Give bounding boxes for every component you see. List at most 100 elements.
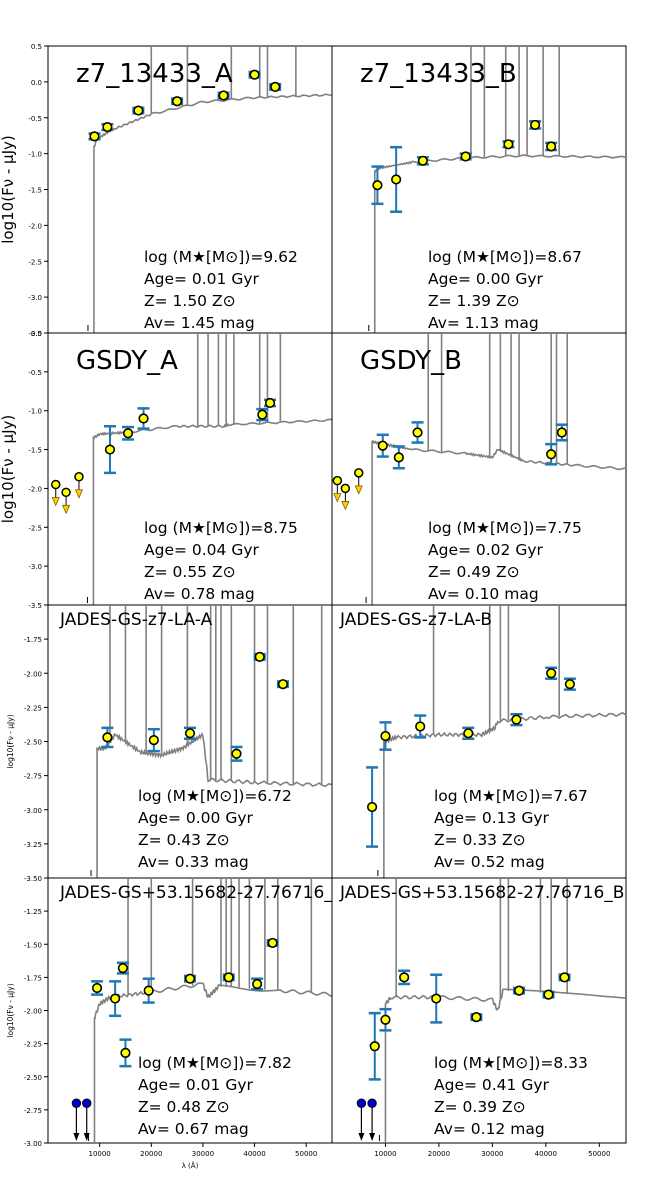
photometry-point	[471, 1012, 482, 1023]
photometry-point	[503, 139, 514, 150]
upper-limit-point	[353, 468, 364, 478]
y-tick-label: -1.75	[24, 636, 42, 644]
stat-line: Age= 0.13 Gyr	[434, 809, 550, 827]
photometry-point	[372, 180, 383, 191]
blue-marker	[356, 1098, 367, 1108]
stat-line: Age= 0.04 Gyr	[144, 541, 260, 559]
y-tick-label: -2.00	[24, 1008, 42, 1016]
stat-line: Z= 1.50 Z⊙	[144, 292, 236, 310]
x-tick-label: 40000	[243, 1150, 265, 1158]
x-tick-label: 10000	[374, 1150, 396, 1158]
stat-line: Av= 1.13 mag	[428, 314, 539, 332]
photometry-point	[366, 801, 378, 813]
photometry-point	[254, 651, 265, 662]
model-spectrum	[383, 711, 627, 878]
photometry-point	[380, 1014, 391, 1025]
photometry-point	[431, 993, 442, 1004]
photometry-point	[369, 1041, 380, 1052]
photometry-point	[391, 174, 402, 185]
photometry-point	[122, 428, 134, 439]
y-tick-label: -2.75	[24, 1107, 42, 1115]
blue-marker	[82, 1098, 92, 1108]
photometry-point	[231, 748, 242, 759]
photometry-point	[102, 121, 113, 133]
blue-arrow	[369, 1133, 376, 1141]
y-axis-label: log10(Fν - μJy)	[0, 415, 17, 523]
panel-JADES-GS-z7-LA-A: JADES-GS-z7-LA-A log (M★[M⊙])=6.72 Age= 0.…	[47, 604, 333, 879]
upper-limit-point	[50, 479, 61, 490]
panel-frame	[47, 45, 333, 334]
y-tick-label: -3.25	[24, 841, 42, 849]
panel-frame	[331, 332, 627, 606]
stat-line: Age= 0.00 Gyr	[138, 809, 254, 827]
y-axis-label: log10(Fν - μJy)	[6, 983, 15, 1037]
stat-line: Z= 0.33 Z⊙	[434, 831, 526, 849]
panel-title: GSDY_B	[360, 346, 462, 376]
photometry-point	[546, 449, 557, 460]
y-tick-label: -3.0	[28, 563, 42, 571]
y-tick-label: -3.0	[28, 294, 42, 302]
photometry-point	[223, 972, 234, 983]
x-axis-label: λ (Å)	[182, 1161, 199, 1170]
photometry-point	[417, 155, 428, 166]
blue-marker	[71, 1098, 82, 1108]
stat-line: Age= 0.02 Gyr	[428, 541, 544, 559]
blue-arrow	[358, 1133, 365, 1141]
panel-title: JADES-GS+53.15682-27.76716_B	[339, 883, 624, 903]
y-axes-group: 0.5 0.0 -0.5 -1.0 -1.5 -2.0 -2.5 -3.0 -3.5 log10(…	[0, 43, 48, 1148]
stat-line: Av= 0.33 mag	[138, 853, 249, 871]
photometry-point	[218, 90, 229, 101]
stat-line: Z= 1.39 Z⊙	[428, 292, 520, 310]
panel-frame	[47, 604, 333, 879]
blue-arrow	[83, 1133, 90, 1141]
upper-limit-point	[61, 487, 71, 498]
stat-line: log (M★[M⊙])=7.67	[434, 787, 588, 805]
photometry-point	[415, 721, 426, 732]
stat-line: log (M★[M⊙])=9.62	[144, 248, 298, 266]
panel-title: z7_13433_B	[360, 59, 517, 89]
stat-line: Av= 0.12 mag	[434, 1120, 545, 1138]
y-tick-label: -2.5	[28, 258, 42, 266]
stat-line: Age= 0.41 Gyr	[434, 1076, 550, 1094]
photometry-point	[252, 978, 263, 990]
stat-line: Av= 1.45 mag	[144, 314, 255, 332]
panel-JADES-GS-z7-LA-B: JADES-GS-z7-LA-B log (M★[M⊙])=7.67 Age= 0.…	[331, 604, 627, 879]
y-tick-label: -1.50	[24, 941, 42, 949]
y-tick-label: -2.50	[24, 739, 42, 747]
photometry-point	[513, 985, 525, 996]
y-tick-label: -2.0	[28, 485, 42, 493]
photometry-point	[546, 668, 557, 679]
photometry-point	[110, 993, 121, 1004]
photometry-point	[556, 427, 567, 438]
photometry-point	[102, 732, 113, 743]
limit-arrow	[61, 504, 71, 515]
photometry-point	[463, 728, 474, 739]
panel-title: GSDY_A	[76, 346, 178, 376]
stat-line: Age= 0.01 Gyr	[138, 1076, 254, 1094]
panel-frame	[331, 45, 627, 334]
stat-line: log (M★[M⊙])=7.82	[138, 1054, 292, 1072]
stat-line: log (M★[M⊙])=8.75	[144, 519, 298, 537]
stat-line: Age= 0.00 Gyr	[428, 270, 544, 288]
photometry-point	[184, 728, 196, 739]
photometry-point	[133, 105, 144, 116]
upper-limit-point	[332, 475, 343, 486]
x-tick-label: 10000	[88, 1150, 110, 1158]
photometry-point	[511, 714, 522, 725]
model-spectrum	[384, 988, 627, 1143]
y-tick-label: -1.0	[28, 408, 42, 416]
limit-arrow	[333, 493, 342, 503]
stat-line: Z= 0.43 Z⊙	[138, 831, 230, 849]
y-tick-label: -2.00	[24, 670, 42, 678]
photometry-point	[530, 119, 541, 131]
y-tick-label: -1.5	[28, 187, 42, 195]
stat-line: Age= 0.01 Gyr	[144, 270, 260, 288]
stat-line: Av= 0.10 mag	[428, 585, 539, 603]
stat-line: Z= 0.48 Z⊙	[138, 1098, 230, 1116]
x-tick-label: 20000	[140, 1150, 162, 1158]
y-tick-label: -3.5	[28, 602, 42, 610]
y-tick-label: -2.75	[24, 773, 42, 781]
